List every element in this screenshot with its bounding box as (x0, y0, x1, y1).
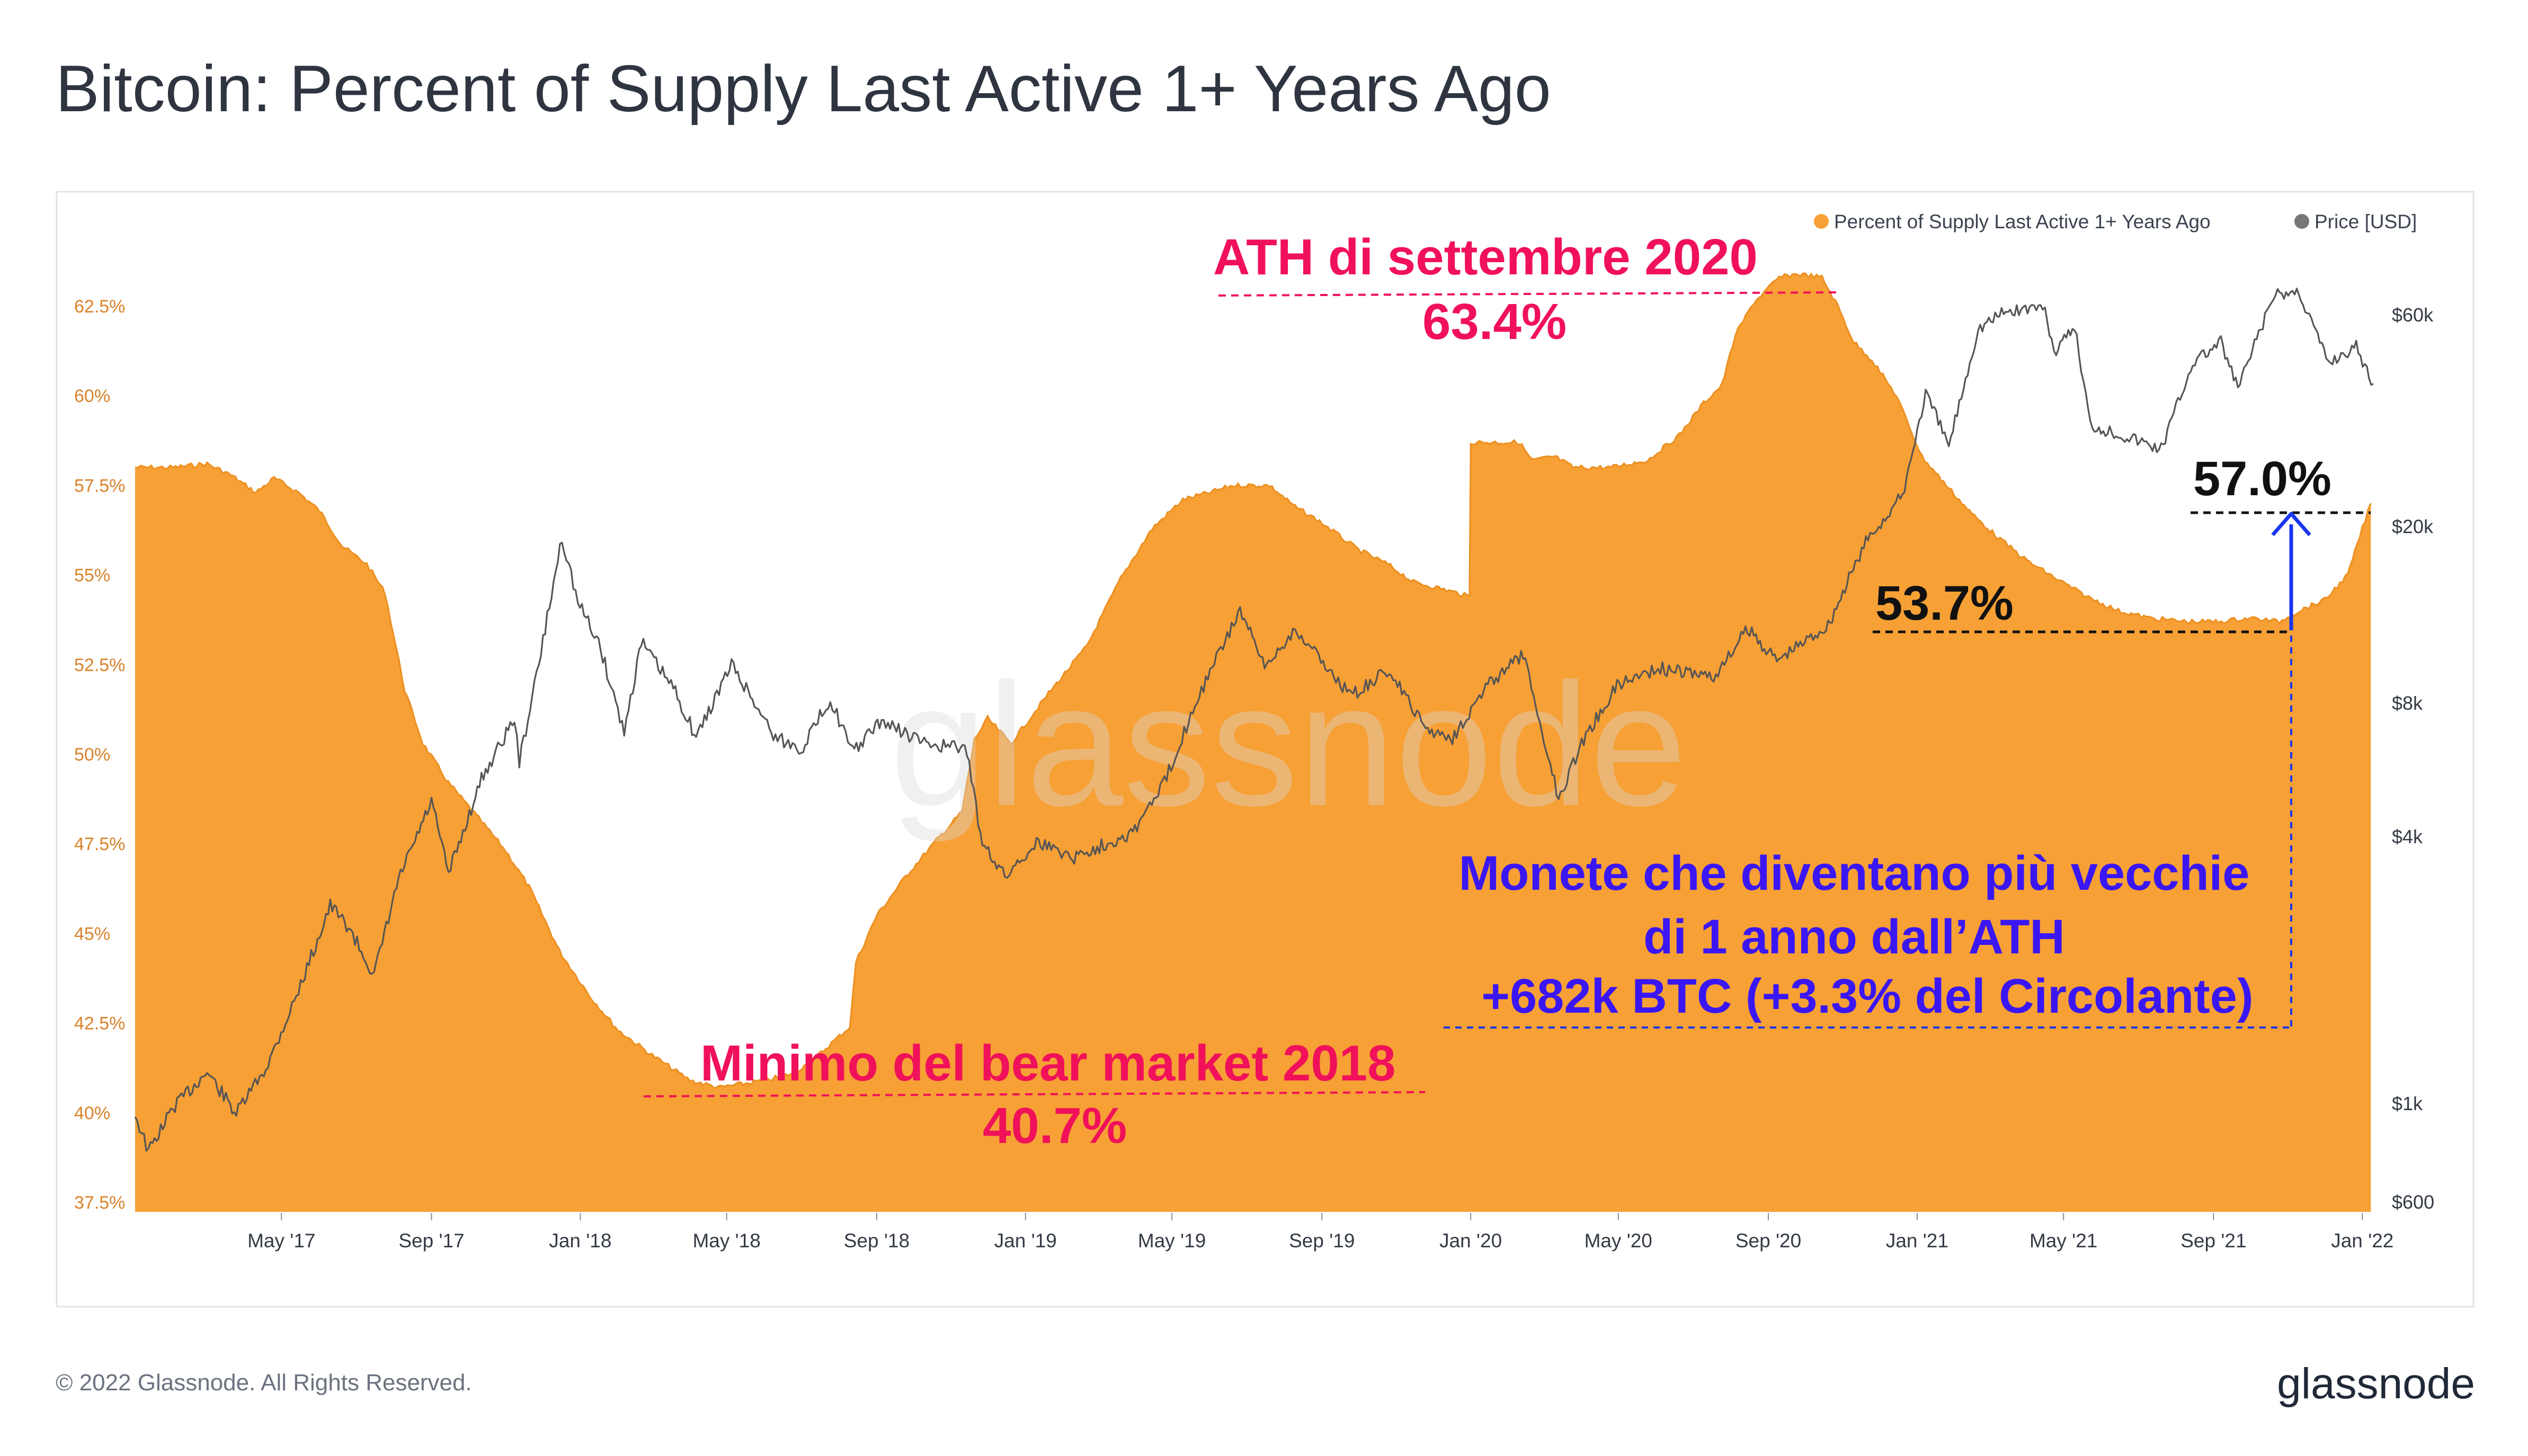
legend-price-swatch (2294, 214, 2309, 229)
y-left-tick-label: 40% (74, 1103, 110, 1123)
price-line-layer (134, 288, 2374, 1152)
growth-text-line3: +682k BTC (+3.3% del Circolante) (1481, 969, 2253, 1023)
x-tick-label: Sep '19 (1289, 1230, 1355, 1252)
supply-line (135, 272, 2372, 1089)
y-right-tick-label: $600 (2392, 1191, 2434, 1213)
x-tick-label: Jan '22 (2331, 1230, 2393, 1252)
x-axis: May '17 Sep '17 Jan '18 May '18 Sep '18 Jan '… (247, 1213, 2393, 1252)
annotation-current: 57.0% (2191, 452, 2371, 514)
x-tick-label: May '19 (1138, 1230, 1206, 1252)
y-left-tick-label: 47.5% (74, 834, 125, 854)
x-tick-label: Jan '21 (1886, 1230, 1948, 1252)
y-right-tick-label: $1k (2392, 1093, 2423, 1114)
x-tick-label: May '18 (692, 1230, 760, 1252)
ath-value: 63.4% (1422, 293, 1566, 350)
y-right-tick-label: $60k (2392, 304, 2434, 326)
ath-label: ATH di settembre 2020 (1213, 229, 1758, 285)
supply-area-layer (135, 272, 2372, 1212)
x-tick-label: May '21 (2029, 1230, 2097, 1252)
ath-dashed-line (1218, 291, 1841, 297)
annotation-bear-min: Minimo del bear market 2018 40.7% (643, 1035, 1426, 1154)
footer-brand-logo: glassnode (2277, 1360, 2475, 1408)
annotation-growth: Monete che diventano più vecchie di 1 an… (1444, 512, 2311, 1029)
x-tick-label: Sep '21 (2180, 1230, 2246, 1252)
x-tick-label: Jan '20 (1439, 1230, 1502, 1252)
x-tick-label: May '17 (247, 1230, 315, 1252)
y-right-tick-label: $8k (2392, 692, 2423, 714)
growth-text-line1: Monete che diventano più vecchie (1459, 846, 2250, 900)
y-axis-right: $60k $20k $8k $4k $1k $600 (2392, 304, 2434, 1213)
y-left-tick-label: 57.5% (74, 476, 125, 496)
y-left-tick-label: 45% (74, 924, 110, 944)
y-left-tick-label: 52.5% (74, 655, 125, 675)
previous-value: 53.7% (1875, 576, 2014, 630)
legend: Percent of Supply Last Active 1+ Years A… (1814, 211, 2417, 233)
annotation-ath: ATH di settembre 2020 63.4% (1213, 229, 1841, 350)
footer-copyright: © 2022 Glassnode. All Rights Reserved. (56, 1370, 472, 1396)
x-tick-label: Sep '18 (844, 1230, 910, 1252)
bear-value: 40.7% (983, 1097, 1127, 1154)
x-tick-label: Sep '17 (398, 1230, 464, 1252)
legend-price-label[interactable]: Price [USD] (2315, 211, 2417, 233)
x-tick-label: Jan '18 (549, 1230, 611, 1252)
watermark-logo: glassnode (890, 647, 1687, 843)
y-left-tick-label: 60% (74, 386, 110, 406)
y-axis-left: 62.5% 60% 57.5% 55% 52.5% 50% 47.5% 45% 42.5% 40%… (74, 297, 125, 1213)
x-tick-label: Jan '19 (994, 1230, 1057, 1252)
y-right-tick-label: $4k (2392, 826, 2423, 847)
y-left-tick-label: 50% (74, 745, 110, 765)
price-line (134, 288, 2374, 1152)
y-right-tick-label: $20k (2392, 516, 2434, 538)
legend-supply-swatch (1814, 214, 1829, 229)
legend-supply-label[interactable]: Percent of Supply Last Active 1+ Years A… (1834, 211, 2211, 233)
x-tick-label: May '20 (1585, 1230, 1652, 1252)
annotation-previous: 53.7% (1873, 576, 2291, 633)
growth-text-line2: di 1 anno dall’ATH (1643, 910, 2065, 964)
y-left-tick-label: 55% (74, 566, 110, 586)
y-left-tick-label: 37.5% (74, 1193, 125, 1213)
y-left-tick-label: 62.5% (74, 297, 125, 317)
growth-arrow-head (2271, 512, 2311, 537)
x-tick-label: Sep '20 (1735, 1230, 1801, 1252)
bear-dashed-line (643, 1091, 1426, 1097)
current-value: 57.0% (2193, 452, 2331, 506)
bear-label: Minimo del bear market 2018 (700, 1035, 1396, 1092)
chart-title: Bitcoin: Percent of Supply Last Active 1… (56, 52, 1551, 126)
y-left-tick-label: 42.5% (74, 1014, 125, 1034)
supply-area (135, 273, 2371, 1212)
